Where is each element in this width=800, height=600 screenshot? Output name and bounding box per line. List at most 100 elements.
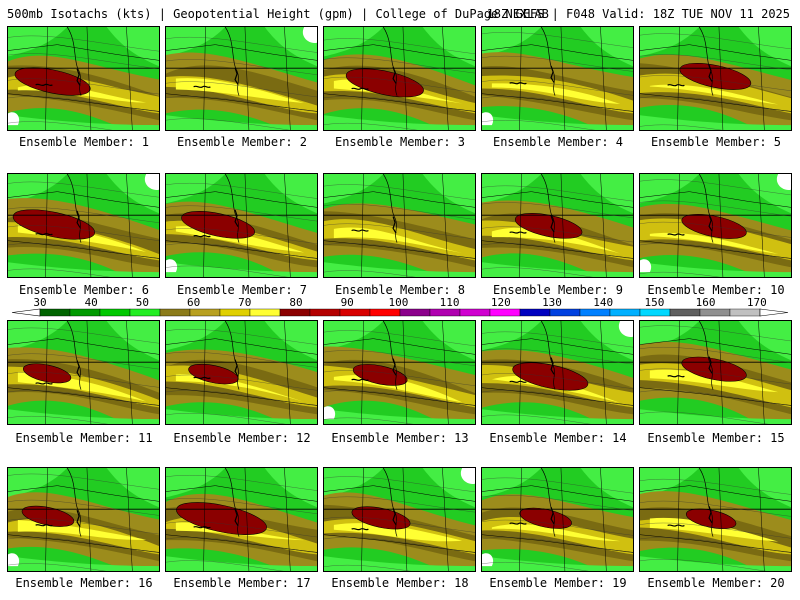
colorbar-tick-label: 140 [593, 296, 614, 309]
isotach-map [8, 27, 159, 130]
colorbar-swatch [489, 308, 521, 317]
ensemble-member-label: Ensemble Member: 6 [18, 283, 150, 297]
ensemble-member-label: Ensemble Member: 5 [650, 135, 782, 149]
ensemble-map-panel [639, 320, 792, 425]
isotach-map [324, 174, 475, 277]
colorbar-max-arrow [759, 308, 789, 317]
colorbar-swatch [159, 308, 191, 317]
ensemble-map-panel [165, 467, 318, 572]
colorbar-swatch [69, 308, 101, 317]
colorbar-swatch [39, 308, 71, 317]
colorbar-tick-label: 170 [746, 296, 767, 309]
colorbar-swatch [309, 308, 341, 317]
isotach-map [482, 27, 633, 130]
ensemble-map-panel [323, 173, 476, 278]
isotach-map [8, 321, 159, 424]
isotach-map [324, 468, 475, 571]
run-valid-time: 18Z GEFS | F048 Valid: 18Z TUE NOV 11 20… [486, 7, 790, 21]
ensemble-member-label: Ensemble Member: 20 [647, 576, 785, 590]
ensemble-member-label: Ensemble Member: 17 [173, 576, 311, 590]
ensemble-map-panel [165, 26, 318, 131]
ensemble-member-label: Ensemble Member: 14 [489, 431, 627, 445]
colorbar-swatch [219, 308, 251, 317]
ensemble-map-panel [639, 26, 792, 131]
isotach-map [640, 321, 791, 424]
ensemble-map-panel [7, 320, 160, 425]
isotach-map [8, 468, 159, 571]
colorbar-swatch [369, 308, 401, 317]
isotach-colorbar [11, 308, 789, 317]
isotach-map [640, 468, 791, 571]
colorbar-swatch [249, 308, 281, 317]
colorbar-swatch [339, 308, 371, 317]
isotach-map [640, 174, 791, 277]
ensemble-map-panel [7, 467, 160, 572]
colorbar-min-arrow [11, 308, 41, 317]
ensemble-member-label: Ensemble Member: 15 [647, 431, 785, 445]
isotach-map [166, 27, 317, 130]
isotach-map [166, 468, 317, 571]
ensemble-member-label: Ensemble Member: 12 [173, 431, 311, 445]
ensemble-map-panel [165, 173, 318, 278]
colorbar-swatch [459, 308, 491, 317]
colorbar-swatch [639, 308, 671, 317]
ensemble-map-panel [639, 467, 792, 572]
ensemble-member-label: Ensemble Member: 18 [331, 576, 469, 590]
ensemble-map-panel [165, 320, 318, 425]
ensemble-member-label: Ensemble Member: 11 [15, 431, 153, 445]
colorbar-swatch [399, 308, 431, 317]
ensemble-map-panel [481, 320, 634, 425]
isotach-map [482, 468, 633, 571]
colorbar-tick-label: 30 [33, 296, 47, 309]
colorbar-tick-label: 160 [695, 296, 716, 309]
colorbar-swatch [99, 308, 131, 317]
colorbar-swatch [699, 308, 731, 317]
ensemble-member-label: Ensemble Member: 13 [331, 431, 469, 445]
isotach-map [482, 174, 633, 277]
colorbar-swatch [129, 308, 161, 317]
ensemble-map-panel [7, 173, 160, 278]
ensemble-map-panel [481, 467, 634, 572]
colorbar-tick-label: 90 [340, 296, 354, 309]
colorbar-tick-label: 150 [644, 296, 665, 309]
isotach-map [324, 321, 475, 424]
ensemble-member-label: Ensemble Member: 3 [334, 135, 466, 149]
colorbar-swatch [579, 308, 611, 317]
colorbar-swatch [609, 308, 641, 317]
colorbar-tick-label: 50 [135, 296, 150, 309]
colorbar-tick-label: 60 [186, 296, 201, 309]
isotach-map [166, 321, 317, 424]
colorbar-tick-label: 100 [388, 296, 409, 309]
ensemble-map-panel [7, 26, 160, 131]
colorbar-tick-label: 120 [490, 296, 511, 309]
ensemble-member-label: Ensemble Member: 19 [489, 576, 627, 590]
isotach-map [482, 321, 633, 424]
ensemble-map-panel [323, 467, 476, 572]
colorbar-tick-label: 80 [289, 296, 303, 309]
ensemble-member-label: Ensemble Member: 16 [15, 576, 153, 590]
ensemble-member-label: Ensemble Member: 2 [176, 135, 308, 149]
ensemble-member-label: Ensemble Member: 10 [647, 283, 785, 297]
map-title: 500mb Isotachs (kts) | Geopotential Heig… [7, 7, 549, 21]
ensemble-member-label: Ensemble Member: 1 [18, 135, 150, 149]
isotach-map [324, 27, 475, 130]
colorbar-tick-label: 110 [439, 296, 460, 309]
ensemble-member-label: Ensemble Member: 8 [334, 283, 466, 297]
colorbar-swatch [519, 308, 551, 317]
colorbar-tick-label: 70 [238, 296, 252, 309]
ensemble-map-panel [323, 320, 476, 425]
colorbar-swatch [729, 308, 761, 317]
colorbar-swatch [279, 308, 311, 317]
ensemble-map-panel [323, 26, 476, 131]
colorbar-swatch [429, 308, 461, 317]
ensemble-map-panel [481, 26, 634, 131]
colorbar-swatch [669, 308, 701, 317]
isotach-map [640, 27, 791, 130]
isotach-map [8, 174, 159, 277]
ensemble-map-panel [639, 173, 792, 278]
colorbar-swatch [189, 308, 221, 317]
isotach-map [166, 174, 317, 277]
colorbar-tick-label: 40 [84, 296, 98, 309]
colorbar-swatch [549, 308, 581, 317]
ensemble-map-panel [481, 173, 634, 278]
